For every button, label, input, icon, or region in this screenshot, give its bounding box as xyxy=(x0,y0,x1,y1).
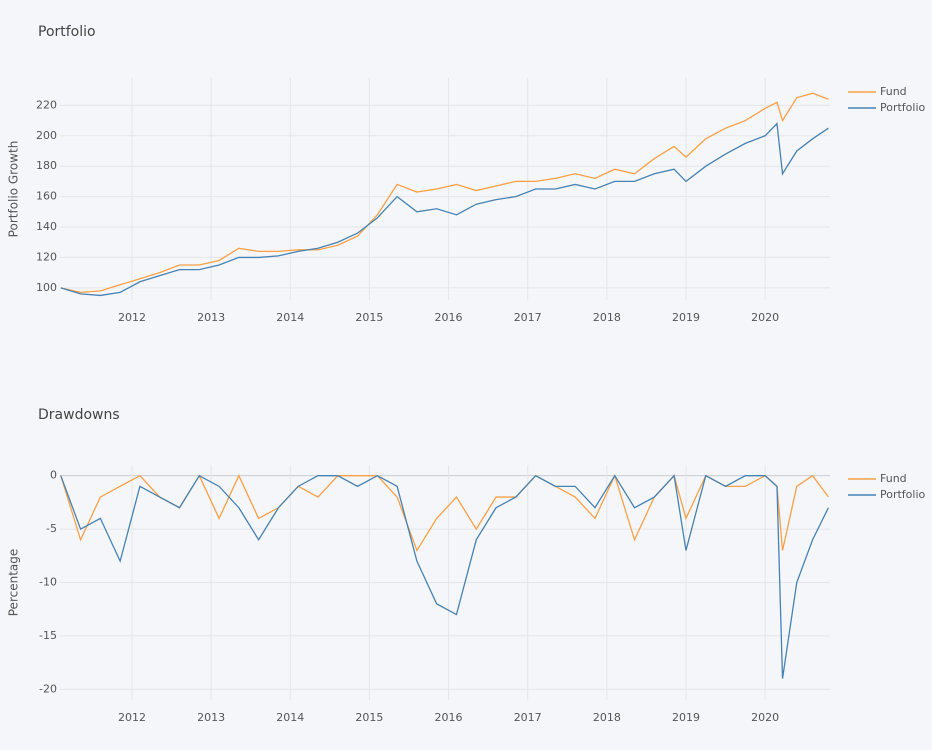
x-tick-label: 2017 xyxy=(514,311,542,324)
x-tick-label: 2014 xyxy=(276,311,304,324)
x-tick-label: 2015 xyxy=(355,311,383,324)
x-tick-label: 2018 xyxy=(593,711,621,724)
x-tick-label: 2012 xyxy=(118,311,146,324)
x-tick-label: 2013 xyxy=(197,311,225,324)
x-tick-label: 2012 xyxy=(118,711,146,724)
y-tick-label: -20 xyxy=(39,682,57,695)
y-axis-title: Portfolio Growth xyxy=(7,141,21,238)
x-tick-label: 2014 xyxy=(276,711,304,724)
y-tick-label: 0 xyxy=(50,469,57,482)
series-line xyxy=(60,92,829,294)
x-tick-label: 2013 xyxy=(197,711,225,724)
y-tick-label: -15 xyxy=(39,629,57,642)
x-tick-label: 2015 xyxy=(355,711,383,724)
y-tick-label: 120 xyxy=(36,250,57,263)
y-tick-label: -10 xyxy=(39,576,57,589)
series-line xyxy=(60,474,829,679)
series-line xyxy=(60,122,829,297)
x-tick-label: 2019 xyxy=(672,311,700,324)
x-tick-label: 2016 xyxy=(435,711,463,724)
legend-label: Fund xyxy=(880,85,907,98)
y-tick-label: 140 xyxy=(36,220,57,233)
x-tick-label: 2018 xyxy=(593,311,621,324)
series-line xyxy=(60,473,829,552)
x-tick-label: 2020 xyxy=(751,711,779,724)
chart-title: Portfolio xyxy=(38,24,96,40)
y-tick-label: 200 xyxy=(36,129,57,142)
x-tick-label: 2020 xyxy=(751,311,779,324)
legend-label: Fund xyxy=(880,472,907,485)
y-tick-label: 180 xyxy=(36,159,57,172)
y-tick-label: -5 xyxy=(46,522,57,535)
chart-title: Drawdowns xyxy=(38,407,120,423)
legend-label: Portfolio xyxy=(880,101,926,114)
y-tick-label: 220 xyxy=(36,98,57,111)
x-tick-label: 2016 xyxy=(435,311,463,324)
x-tick-label: 2017 xyxy=(514,711,542,724)
x-tick-label: 2019 xyxy=(672,711,700,724)
y-axis-title: Percentage xyxy=(7,549,21,617)
y-tick-label: 160 xyxy=(36,190,57,203)
y-tick-label: 100 xyxy=(36,281,57,294)
legend-label: Portfolio xyxy=(880,488,926,501)
